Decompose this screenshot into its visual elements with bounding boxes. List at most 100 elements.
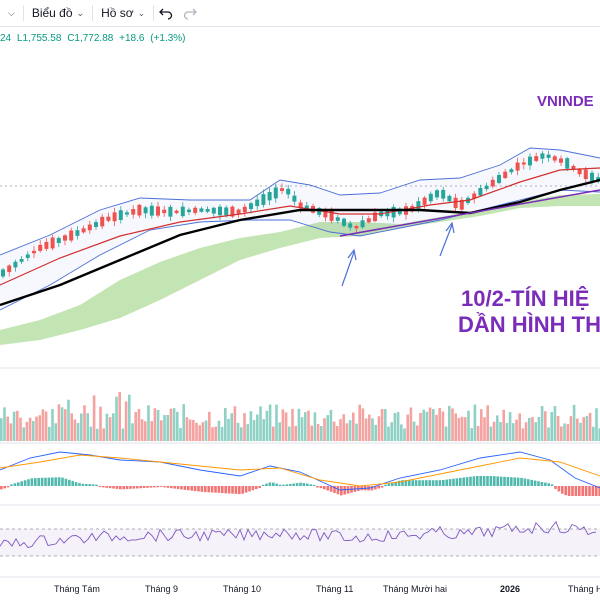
volume-bar — [246, 424, 249, 441]
macd-histogram-bar — [295, 483, 299, 486]
profile-menu-label: Hồ sơ — [101, 6, 134, 20]
macd-histogram-bar — [27, 479, 30, 486]
candle-body — [230, 206, 235, 217]
macd-histogram-bar — [516, 477, 520, 486]
volume-bar — [550, 412, 553, 441]
macd-histogram-bar — [510, 477, 513, 486]
volume-bar — [464, 417, 467, 441]
volume-bar — [313, 412, 317, 441]
trendline — [339, 189, 600, 237]
candle-body — [583, 169, 588, 179]
menu-left-clipped[interactable]: ⌵ — [0, 0, 23, 26]
symbol-label: VNINDE — [537, 93, 594, 110]
volume-bar — [169, 408, 173, 441]
candle-body — [106, 216, 111, 221]
candle-body — [335, 217, 340, 221]
candle-body — [162, 209, 167, 214]
candle-body — [1, 269, 5, 277]
volume-bar — [252, 420, 256, 441]
macd-histogram-bar — [183, 486, 187, 490]
volume-bar — [336, 426, 339, 441]
volume-bar — [272, 426, 275, 441]
macd-histogram-bar — [544, 482, 547, 486]
macd-histogram-bar — [91, 484, 95, 486]
macd-histogram-bar — [217, 486, 221, 493]
candle-body — [410, 206, 415, 212]
volume-bar — [588, 412, 592, 441]
profile-menu-button[interactable]: Hồ sơ ⌄ — [93, 0, 153, 26]
undo-button[interactable] — [154, 0, 178, 26]
candle-body — [187, 209, 191, 213]
candle-body — [131, 209, 136, 215]
volume-bar — [32, 421, 35, 441]
candle-body — [478, 187, 483, 196]
chevron-down-icon: ⌵ — [8, 7, 15, 18]
candle-body — [596, 177, 600, 182]
candle-body — [143, 207, 148, 214]
macd-histogram-bar — [333, 486, 336, 493]
macd-histogram-bar — [17, 482, 20, 486]
candle-body — [422, 197, 427, 205]
volume-bar — [166, 414, 169, 441]
volume-bar — [233, 406, 237, 441]
macd-histogram-bar — [102, 486, 105, 488]
volume-bar — [6, 416, 9, 441]
candle-body — [441, 189, 446, 199]
macd-histogram-bar — [258, 486, 261, 488]
volume-bar — [275, 404, 278, 441]
chart-menu-button[interactable]: Biểu đồ ⌄ — [24, 0, 92, 26]
volume-bar — [278, 422, 281, 441]
macd-histogram-bar — [190, 486, 193, 491]
macd-histogram-bar — [180, 486, 183, 490]
candle-body — [180, 206, 185, 217]
macd-histogram-bar — [353, 486, 357, 492]
macd-histogram-bar — [292, 483, 295, 486]
volume-bar — [12, 411, 16, 441]
redo-button[interactable] — [178, 0, 202, 26]
volume-bar — [230, 413, 233, 441]
volume-bar — [284, 412, 288, 441]
macd-histogram-bar — [503, 476, 506, 486]
volume-bar — [486, 405, 489, 441]
macd-histogram-bar — [493, 476, 496, 486]
volume-bar — [512, 423, 515, 441]
volume-bar — [323, 418, 326, 441]
macd-histogram-bar — [459, 477, 462, 486]
macd-histogram-bar — [241, 486, 244, 494]
volume-bar — [76, 423, 80, 441]
volume-bar — [387, 426, 390, 441]
macd-histogram-bar — [207, 486, 210, 493]
volume-bar — [54, 423, 57, 441]
volume-bar — [476, 425, 480, 441]
macd-histogram-bar — [431, 480, 435, 486]
candle-body — [267, 192, 272, 201]
volume-bar — [406, 414, 409, 441]
macd-histogram-bar — [306, 483, 309, 486]
ohlc-low: L1,755.58 — [16, 33, 62, 44]
ohlc-open-tail: 24 — [0, 33, 12, 44]
candle-body — [385, 209, 390, 217]
macd-histogram-bar — [227, 486, 231, 494]
candle-body — [311, 205, 315, 213]
macd-histogram-bar — [275, 483, 278, 486]
candle-body — [118, 210, 123, 220]
candle-body — [13, 261, 18, 268]
macd-histogram-bar — [0, 486, 3, 490]
volume-bar — [576, 418, 579, 441]
macd-histogram-bar — [425, 480, 428, 486]
macd-histogram-bar — [554, 486, 557, 489]
macd-histogram-bar — [482, 476, 486, 486]
macd-histogram-bar — [95, 484, 98, 486]
volume-bar — [0, 418, 3, 441]
macd-histogram-bar — [272, 482, 275, 486]
macd-histogram-bar — [561, 486, 564, 494]
volume-bar — [454, 413, 457, 441]
candle-body — [577, 169, 582, 175]
macd-histogram-bar — [81, 483, 85, 486]
macd-histogram-bar — [261, 484, 265, 486]
volume-bar — [374, 424, 377, 441]
volume-bar — [496, 415, 499, 441]
rsi-indicator — [0, 520, 597, 549]
macd-histogram-bar — [513, 477, 516, 486]
